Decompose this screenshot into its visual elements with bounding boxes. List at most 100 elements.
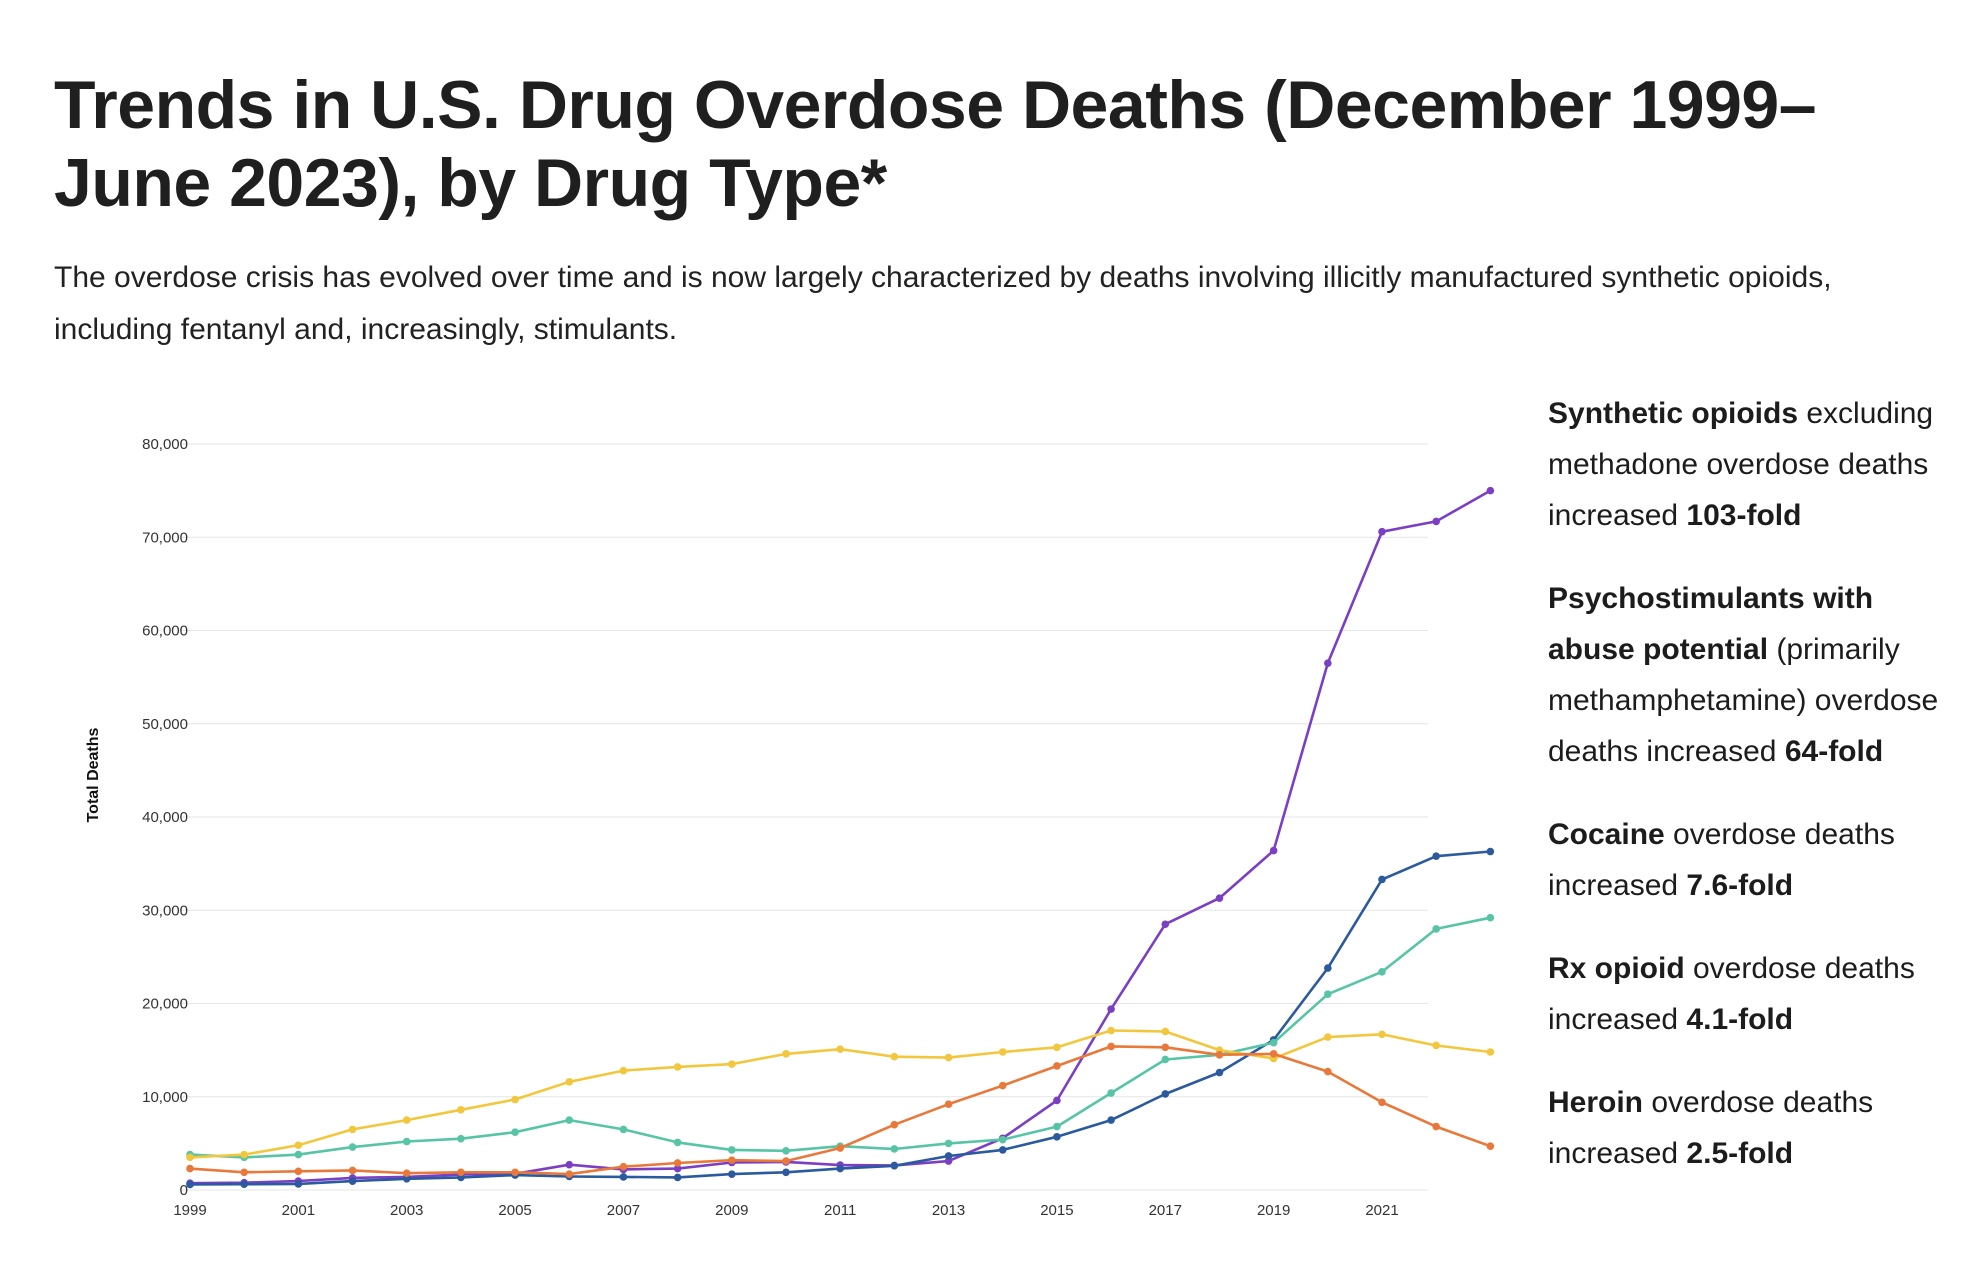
data-point: [1378, 967, 1386, 976]
stat-text: overdose deaths increased: [1548, 952, 1915, 1036]
data-point: [457, 1106, 465, 1114]
data-point: [673, 1063, 682, 1071]
data-point: [1378, 875, 1386, 884]
data-point: [1324, 659, 1332, 667]
y-tick-label: 10,000: [142, 1089, 188, 1106]
stat-drug-name: Cocaine: [1548, 818, 1665, 851]
data-point: [998, 1135, 1007, 1144]
data-point: [782, 1050, 790, 1058]
y-axis-label: Total Deaths: [85, 727, 102, 822]
data-point: [1486, 486, 1495, 495]
data-point: [673, 1164, 682, 1173]
x-tick-label: 2009: [715, 1202, 748, 1219]
data-point: [1161, 1090, 1170, 1098]
stat-drug-name: Synthetic opioids: [1548, 397, 1799, 430]
data-point: [1432, 1122, 1440, 1131]
page-subtitle: The overdose crisis has evolved over tim…: [54, 261, 1832, 346]
x-tick-label: 2017: [1149, 1202, 1182, 1219]
stats-panel: Synthetic opioids excluding methadone ov…: [1548, 388, 1968, 1211]
data-point: [511, 1128, 519, 1136]
data-point: [186, 1180, 194, 1189]
x-tick-label: 2001: [282, 1202, 315, 1219]
y-tick-label: 50,000: [142, 716, 188, 733]
x-tick-label: 2003: [390, 1202, 423, 1219]
stat-heroin: Heroin overdose deaths increased 2.5-fol…: [1548, 1077, 1968, 1179]
data-point: [673, 1159, 682, 1167]
y-tick-label: 60,000: [142, 623, 188, 640]
stat-fold: 2.5-fold: [1686, 1137, 1794, 1170]
y-axis-ticks: 0 10,000 20,000 30,000 40,000 50,000 60,000 70,…: [142, 436, 188, 1199]
data-point: [890, 1120, 899, 1129]
data-point: [457, 1168, 465, 1177]
x-tick-label: 1999: [173, 1202, 206, 1219]
data-point: [782, 1147, 790, 1155]
data-point: [457, 1134, 465, 1143]
data-point: [619, 1125, 628, 1134]
data-point: [1053, 1062, 1061, 1070]
data-point: [619, 1173, 628, 1181]
data-point: [1378, 1098, 1386, 1107]
data-point: [294, 1150, 303, 1159]
data-point: [186, 1164, 194, 1173]
data-point: [836, 1164, 844, 1173]
data-point: [944, 1152, 953, 1160]
data-point: [1215, 1068, 1224, 1077]
series-lines: [186, 486, 1495, 1189]
data-point: [1486, 847, 1495, 856]
data-point: [782, 1157, 790, 1165]
stat-text: excluding methadone overdose deaths incr…: [1548, 397, 1934, 532]
data-point: [728, 1146, 736, 1154]
data-point: [186, 1153, 194, 1162]
data-point: [1432, 852, 1440, 860]
data-point: [673, 1173, 682, 1182]
data-point: [294, 1141, 303, 1150]
data-point: [998, 1081, 1007, 1090]
data-point: [1486, 913, 1495, 922]
data-point: [1324, 964, 1332, 972]
data-point: [1486, 1048, 1495, 1056]
data-point: [890, 1052, 899, 1061]
data-point: [1324, 990, 1332, 998]
page-title: Trends in U.S. Drug Overdose Deaths (Dec…: [54, 67, 1817, 221]
data-point: [1378, 1030, 1386, 1039]
data-point: [1053, 1133, 1061, 1141]
stat-drug-name: Psychostimulants with abuse potential: [1548, 582, 1874, 666]
data-point: [1053, 1043, 1061, 1052]
data-point: [1053, 1122, 1061, 1131]
stat-cocaine: Cocaine overdose deaths increased 7.6-fo…: [1548, 809, 1968, 911]
data-point: [1215, 1050, 1224, 1059]
data-point: [782, 1168, 790, 1177]
data-point: [348, 1166, 357, 1175]
data-point: [1378, 527, 1386, 536]
data-point: [728, 1170, 736, 1178]
data-point: [1161, 1055, 1170, 1064]
data-point: [836, 1144, 844, 1152]
series-line: [189, 916, 1491, 1159]
data-point: [402, 1137, 411, 1146]
x-tick-label: 2015: [1040, 1202, 1073, 1219]
data-point: [402, 1169, 411, 1178]
data-point: [1107, 1026, 1115, 1035]
data-point: [1107, 1005, 1115, 1013]
data-point: [1432, 1041, 1440, 1050]
stat-text: (primarily methamphetamine) overdose dea…: [1548, 633, 1939, 768]
data-point: [1107, 1089, 1115, 1097]
stat-fold: 64-fold: [1784, 735, 1884, 768]
stat-rx-opioid: Rx opioid overdose deaths increased 4.1-…: [1548, 943, 1968, 1045]
x-tick-label: 2005: [498, 1202, 531, 1219]
data-point: [728, 1156, 736, 1164]
data-point: [348, 1177, 357, 1185]
data-point: [728, 1060, 736, 1068]
y-tick-label: 80,000: [142, 436, 188, 453]
grid-lines: [180, 443, 1428, 1191]
data-point: [619, 1066, 628, 1075]
x-tick-label: 2011: [824, 1202, 856, 1219]
data-point: [944, 1100, 953, 1109]
data-point: [1269, 1038, 1278, 1047]
data-point: [1053, 1096, 1061, 1105]
data-point: [1107, 1116, 1115, 1124]
data-point: [511, 1095, 519, 1104]
x-tick-label: 2013: [932, 1202, 965, 1219]
data-point: [1269, 846, 1278, 855]
